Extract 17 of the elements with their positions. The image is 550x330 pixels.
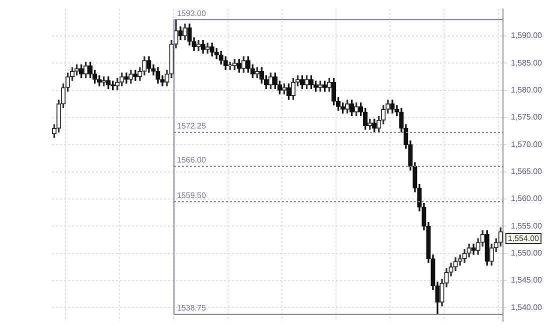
y-tick-label: 1,555.00 bbox=[510, 221, 543, 230]
y-tick-label: 1,575.00 bbox=[510, 112, 543, 122]
ref-line-label: 1572.25 bbox=[176, 122, 206, 131]
y-tick-label: 1,580.00 bbox=[510, 86, 543, 94]
y-tick-label: 1,585.00 bbox=[510, 58, 543, 68]
y-tick-label: 1,550.00 bbox=[510, 248, 543, 258]
y-tick-label: 1,590.00 bbox=[510, 31, 543, 40]
y-tick-label: 1,560.00 bbox=[510, 194, 543, 204]
y-tick-label: 1,545.00 bbox=[510, 276, 543, 285]
ref-line-label: 1559.50 bbox=[176, 190, 206, 200]
y-tick-label: 1,565.00 bbox=[510, 166, 543, 176]
y-tick-label: 1,540.00 bbox=[510, 302, 543, 312]
y-tick-label: 1,570.00 bbox=[510, 140, 543, 149]
text: 1,554.00 bbox=[508, 234, 540, 243]
ref-line-label: 1538.75 bbox=[176, 304, 206, 313]
ref-line-label: 1593.00 bbox=[176, 8, 206, 18]
ref-line-label: 1566.00 bbox=[176, 156, 206, 165]
